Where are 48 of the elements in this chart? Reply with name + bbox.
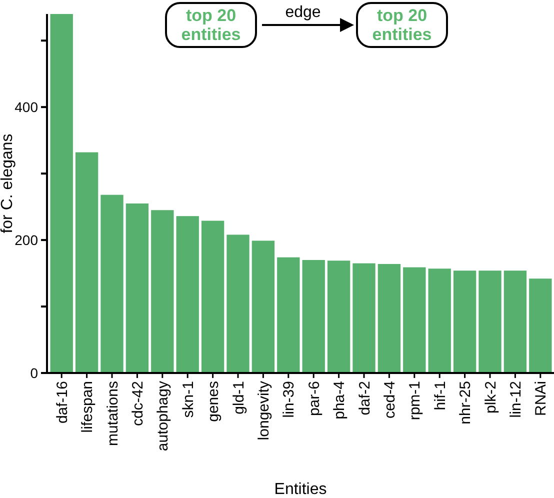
bar bbox=[75, 152, 98, 373]
x-tick-label: hif-1 bbox=[432, 381, 449, 410]
bar bbox=[126, 203, 149, 373]
y-axis-title: for C. elegans bbox=[0, 134, 16, 234]
x-tick-label: lifespan bbox=[79, 381, 96, 433]
annotation: top 20 entities bbox=[181, 6, 241, 44]
x-tick-label: lin-12 bbox=[507, 381, 524, 418]
bar bbox=[504, 270, 527, 373]
x-tick-label: daf-2 bbox=[356, 381, 374, 416]
x-tick-label: nhr-25 bbox=[457, 381, 474, 424]
bar bbox=[378, 264, 401, 373]
y-tick-label: 0 bbox=[30, 364, 38, 381]
x-tick-label: longevity bbox=[255, 380, 272, 440]
bar bbox=[176, 216, 199, 373]
bar bbox=[529, 278, 552, 373]
bar bbox=[252, 240, 275, 373]
x-tick-label: genes bbox=[205, 381, 222, 422]
x-tick-label: cdc-42 bbox=[129, 381, 146, 426]
bar bbox=[151, 210, 174, 373]
x-axis-title: Entities bbox=[274, 481, 327, 498]
bar bbox=[226, 234, 250, 373]
bar bbox=[428, 268, 451, 373]
x-tick-label: skn-1 bbox=[180, 381, 197, 418]
bar bbox=[201, 220, 224, 373]
x-tick-label: daf-16 bbox=[54, 381, 71, 424]
annotation: edge bbox=[285, 4, 321, 21]
bar bbox=[100, 194, 124, 373]
x-tick-label: par-6 bbox=[306, 381, 323, 416]
x-tick-label: ced-4 bbox=[381, 381, 398, 419]
bar bbox=[478, 270, 502, 373]
y-tick-label: 200 bbox=[14, 232, 38, 248]
y-tick-label: 400 bbox=[14, 98, 38, 115]
x-tick-label: plk-2 bbox=[482, 381, 500, 414]
bar bbox=[50, 14, 73, 373]
bar bbox=[277, 257, 300, 373]
annotation: top 20 entities bbox=[372, 6, 432, 44]
x-tick-label: RNAi bbox=[532, 381, 550, 416]
x-tick-label: mutations bbox=[104, 381, 122, 446]
bar bbox=[302, 260, 325, 373]
bar bbox=[453, 270, 476, 373]
x-tick-label: autophagy bbox=[154, 380, 172, 452]
x-tick-label: pha-4 bbox=[331, 381, 348, 420]
bar bbox=[403, 267, 426, 373]
x-tick-label: rpm-1 bbox=[406, 381, 424, 420]
x-tick-label: lin-39 bbox=[280, 381, 298, 418]
bar bbox=[352, 263, 376, 373]
bar bbox=[327, 260, 350, 373]
x-tick-label: gld-1 bbox=[230, 381, 248, 414]
